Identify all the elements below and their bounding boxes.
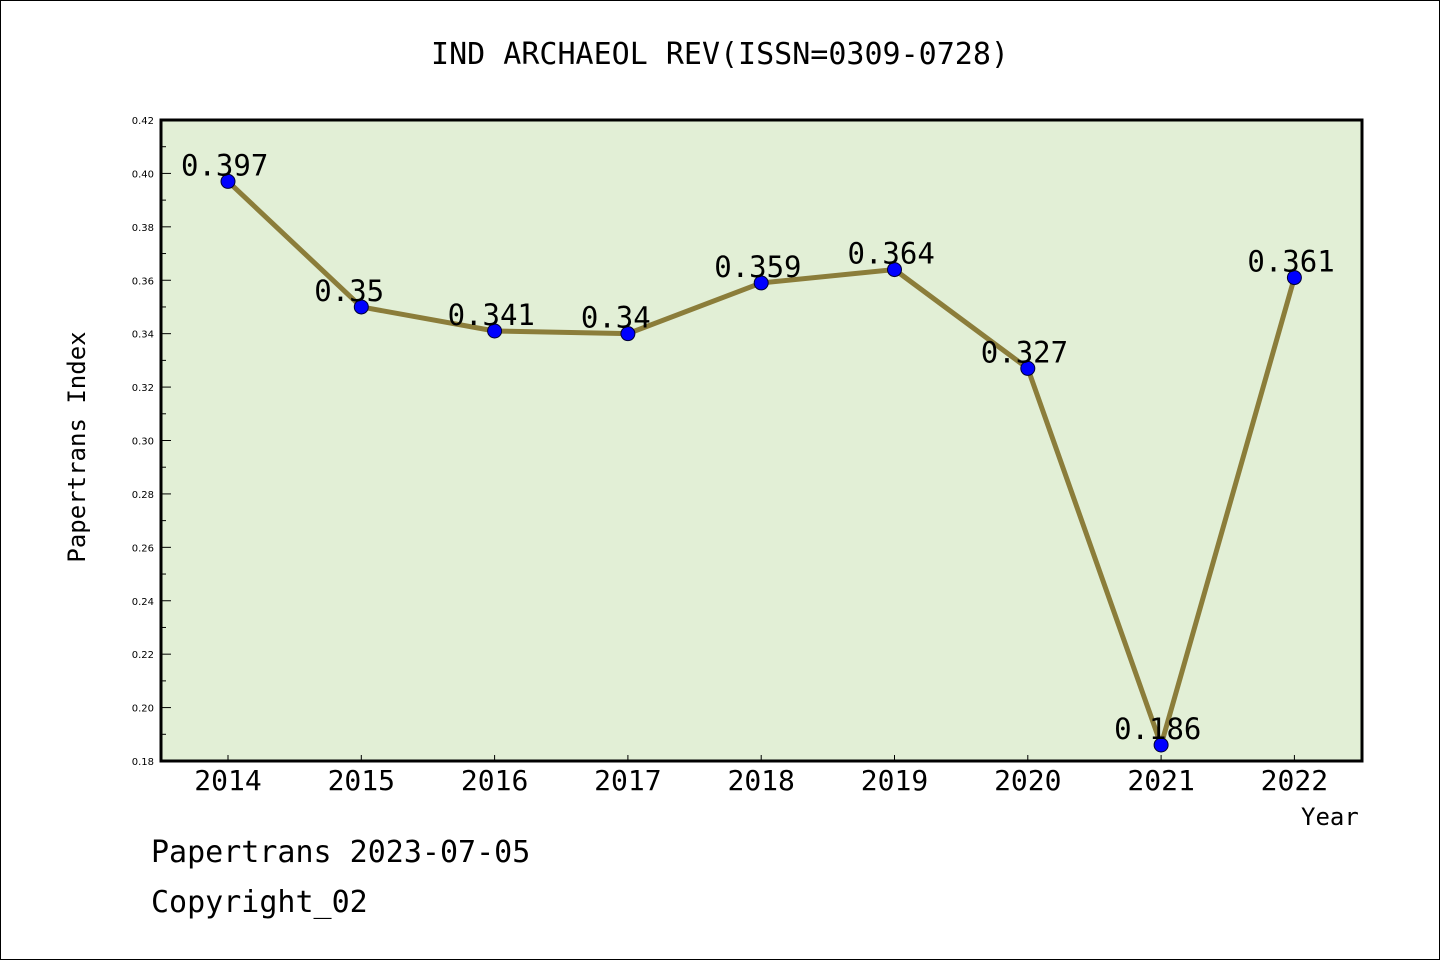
x-tick-label: 2017 [594, 764, 661, 797]
plot-area [161, 120, 1362, 761]
y-tick-label: 0.24 [132, 597, 154, 608]
footer-source: Papertrans 2023-07-05 [151, 835, 531, 870]
chart-title: IND ARCHAEOL REV(ISSN=0309-0728) [431, 37, 1009, 72]
data-label: 0.186 [1114, 712, 1201, 746]
footer-copyright: Copyright_02 [151, 885, 368, 920]
y-tick-label: 0.34 [132, 330, 154, 341]
data-point [1153, 737, 1169, 753]
x-axis-label: Year [1301, 803, 1359, 831]
x-tick-label: 2014 [194, 764, 261, 797]
data-label: 0.359 [714, 250, 801, 284]
x-tick-label: 2018 [727, 764, 794, 797]
data-label: 0.35 [314, 274, 384, 308]
x-tick-label: 2019 [861, 764, 928, 797]
data-point [1020, 360, 1036, 376]
y-tick-label: 0.26 [132, 543, 154, 554]
data-point [1286, 270, 1302, 286]
y-tick-label: 0.40 [132, 169, 154, 180]
x-tick-label: 2015 [328, 764, 395, 797]
data-point [620, 326, 636, 342]
y-tick-label: 0.30 [132, 437, 154, 448]
y-tick-label: 0.32 [132, 383, 154, 394]
plot-border [159, 118, 1364, 763]
y-tick-label: 0.42 [132, 116, 154, 127]
data-label: 0.364 [848, 237, 935, 271]
data-point [887, 262, 902, 278]
data-label: 0.397 [181, 148, 268, 182]
y-tick-label: 0.20 [132, 704, 154, 715]
data-label: 0.34 [581, 301, 651, 335]
data-label: 0.341 [448, 298, 535, 332]
y-tick-label: 0.18 [132, 757, 154, 768]
y-tick-label: 0.38 [132, 223, 154, 234]
y-tick-label: 0.22 [132, 650, 154, 661]
x-tick-label: 2021 [1127, 764, 1194, 797]
data-label: 0.361 [1247, 245, 1334, 279]
data-point [353, 299, 369, 315]
y-tick-label: 0.36 [132, 276, 154, 287]
data-point [220, 173, 236, 189]
data-point [753, 275, 769, 291]
y-tick-label: 0.28 [132, 490, 154, 501]
x-tick-label: 2020 [994, 764, 1061, 797]
x-tick-label: 2022 [1261, 764, 1328, 797]
data-label: 0.327 [981, 335, 1068, 369]
data-point [487, 323, 503, 339]
x-tick-label: 2016 [461, 764, 528, 797]
